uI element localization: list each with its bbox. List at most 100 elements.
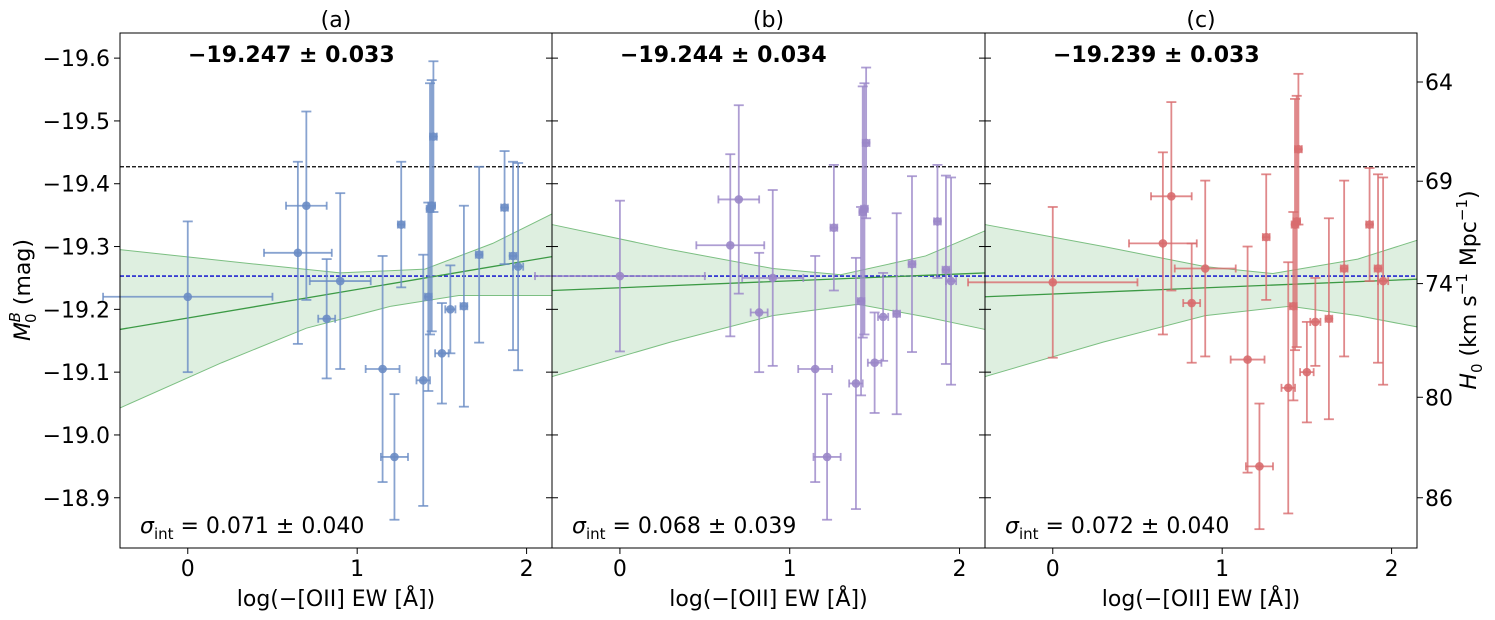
data-point [945,176,958,386]
point-marker [508,251,518,261]
point-marker [1294,144,1303,154]
data-point [1339,179,1350,358]
point-marker [615,271,625,281]
data-point [1299,321,1315,424]
point-marker [829,223,839,232]
data-point [1373,173,1384,364]
sigma-annotation: σint = 0.072 ± 0.040 [1005,514,1229,543]
point-marker [322,314,331,324]
confidence-band [119,213,553,409]
x-axis-label: log(−[OII] EW [Å]) [237,585,435,612]
point-marker [907,259,917,269]
right-tick-label: 80 [1425,386,1453,411]
data-point [1173,179,1237,358]
point-marker [946,276,956,286]
data-points [102,60,1390,531]
point-marker [1200,264,1210,273]
point-marker [1339,264,1349,273]
reference-lines [120,166,1417,277]
x-tick-label: 2 [520,557,534,582]
point-marker [446,305,455,314]
data-point [415,253,431,507]
mean-annotation: −19.247 ± 0.033 [188,43,395,68]
y-tick-label: −19.6 [43,47,110,72]
point-marker [754,308,764,317]
point-marker [1283,383,1293,393]
point-marker [725,240,735,250]
point-marker [822,452,832,462]
mean-annotation: −19.239 ± 0.033 [1053,43,1260,68]
point-marker [941,265,951,275]
data-point [308,192,372,370]
y-tick-label: −19.5 [43,110,110,135]
data-point [967,206,1139,359]
data-point [1280,261,1296,515]
data-point [906,175,917,353]
text-labels: 0 1 2 log(−[OII] EW [Å]) (a) −19.247 ± 0.033 σ… [43,8,1453,612]
point-marker [1243,355,1252,364]
data-point [444,264,457,355]
point-marker [933,217,942,226]
point-marker [734,195,744,204]
data-point [1182,242,1202,364]
y-axis-label: M0B (mag) [6,239,40,341]
axis-ticks [114,57,1423,554]
data-point [263,160,333,345]
data-point [932,163,943,279]
point-marker [768,273,778,283]
data-point [1150,101,1193,292]
panel-frames [119,32,1418,549]
data-point [317,258,337,380]
data-point [877,272,890,362]
data-point [797,255,834,483]
data-point [379,393,409,521]
data-point [1377,176,1390,386]
data-point [1364,167,1375,282]
point-marker [1187,298,1196,308]
point-marker [302,201,311,211]
data-point [1293,72,1304,226]
y-tick-label: −18.9 [43,487,110,512]
data-point [1309,277,1322,367]
data-point [534,199,706,353]
point-marker [429,132,438,141]
data-point [285,110,328,301]
point-marker [861,138,871,148]
point-marker [1373,264,1383,273]
data-point [828,163,839,292]
data-point [891,212,902,416]
data-point [861,66,872,220]
x-tick-label: 1 [350,557,364,582]
data-point [102,220,274,374]
data-point [717,104,761,295]
point-marker [870,358,879,368]
mean-annotation: −19.244 ± 0.034 [620,43,827,68]
point-marker [418,376,428,385]
data-point [1261,173,1272,301]
point-marker [1158,239,1168,248]
point-marker [513,262,523,271]
y-tick-label: −19.0 [43,424,110,449]
right-axis-label: H0 (km s−1 Mpc−1) [1453,190,1486,389]
x-tick-label: 1 [1215,557,1229,582]
sigma-annotation: σint = 0.068 ± 0.039 [572,514,796,543]
point-marker [500,203,509,212]
data-point [866,311,883,414]
data-point [499,150,510,266]
point-marker [1378,276,1388,286]
point-marker [396,220,406,229]
panel-title: (a) [321,8,352,33]
point-marker [293,248,303,258]
x-tick-label: 2 [953,557,967,582]
x-axis-label: log(−[OII] EW [Å]) [669,585,867,612]
point-marker [851,379,861,388]
data-point [458,204,469,408]
point-marker [427,201,437,211]
data-point [848,256,864,510]
y-tick-label: −19.3 [43,236,110,261]
right-tick-label: 64 [1425,71,1453,96]
panel-title: (c) [1186,8,1215,33]
data-point [940,174,951,365]
x-tick-label: 0 [1046,557,1060,582]
